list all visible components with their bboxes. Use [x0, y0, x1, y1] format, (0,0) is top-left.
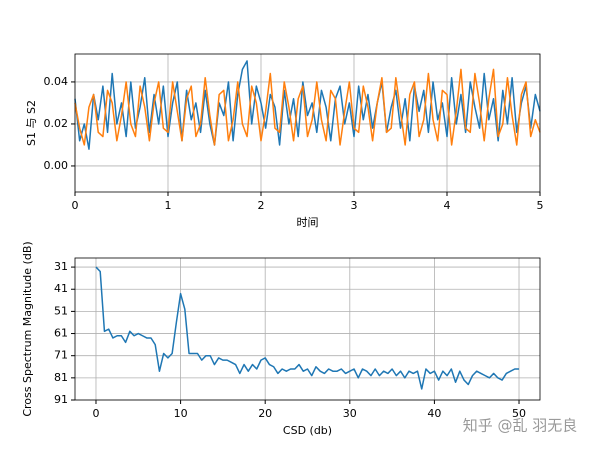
x-tick-label: 2 — [258, 199, 265, 212]
x-tick-label: 3 — [351, 199, 358, 212]
x-tick-label: 10 — [174, 407, 188, 420]
y-axis-label: S1 与 S2 — [25, 100, 38, 146]
x-tick-label: 1 — [165, 199, 172, 212]
y-tick-label: 31 — [54, 260, 68, 273]
y-tick-label: 0.00 — [44, 159, 69, 172]
y-tick-label: 61 — [54, 327, 68, 340]
x-axis-label: 时间 — [297, 216, 319, 229]
x-tick-label: 50 — [512, 407, 526, 420]
y-tick-label: 51 — [54, 304, 68, 317]
x-axis-label: CSD (db) — [283, 424, 332, 437]
y-tick-label: 41 — [54, 282, 68, 295]
x-tick-label: 40 — [427, 407, 441, 420]
watermark: 知乎 @乱 羽无良 — [463, 417, 578, 435]
y-tick-label: 91 — [54, 393, 68, 406]
y-tick-label: 81 — [54, 371, 68, 384]
x-tick-label: 5 — [537, 199, 544, 212]
x-tick-label: 30 — [343, 407, 357, 420]
y-tick-label: 0.02 — [44, 117, 69, 130]
x-tick-label: 0 — [72, 199, 79, 212]
data-line — [95, 266, 520, 390]
data-line — [74, 60, 541, 150]
x-tick-label: 0 — [92, 407, 99, 420]
x-tick-label: 20 — [258, 407, 272, 420]
y-tick-label: 71 — [54, 349, 68, 362]
axes-frame — [74, 53, 541, 193]
x-tick-label: 4 — [444, 199, 451, 212]
axes-frame — [74, 257, 541, 401]
data-line — [74, 68, 541, 146]
y-tick-label: 0.04 — [44, 75, 69, 88]
y-axis-label: Cross Spectrum Magnitude (dB) — [21, 241, 34, 416]
